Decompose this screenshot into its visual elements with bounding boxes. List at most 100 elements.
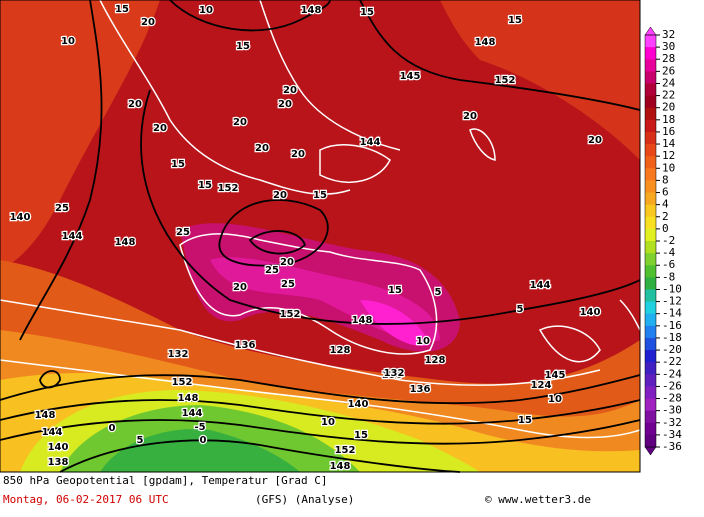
contour-label: 132 bbox=[384, 368, 405, 379]
contour-label: 20 bbox=[233, 117, 247, 128]
legend-label: -24 bbox=[662, 367, 682, 380]
legend-band bbox=[645, 47, 656, 60]
contour-label: 10 bbox=[416, 336, 430, 347]
contour-label: 20 bbox=[283, 85, 297, 96]
legend-label: -30 bbox=[662, 404, 682, 417]
contour-label: 148 bbox=[115, 237, 136, 248]
legend-label: -22 bbox=[662, 355, 682, 368]
legend-band bbox=[645, 362, 656, 375]
contour-label: 5 bbox=[137, 435, 144, 446]
legend-band bbox=[645, 119, 656, 133]
contour-label: 0 bbox=[200, 435, 207, 446]
footer-model: (GFS) (Analyse) bbox=[255, 493, 354, 506]
contour-label: 152 bbox=[280, 309, 301, 320]
contour-label: 148 bbox=[330, 461, 351, 472]
legend-band bbox=[645, 277, 656, 290]
contour-label: 152 bbox=[335, 445, 356, 456]
legend-band bbox=[645, 337, 656, 351]
footer-date: Montag, 06-02-2017 06 UTC bbox=[3, 493, 169, 506]
legend-label: -4 bbox=[662, 246, 676, 259]
legend-label: 10 bbox=[662, 161, 675, 174]
legend-label: 22 bbox=[662, 89, 675, 102]
contour-label: 20 bbox=[153, 123, 167, 134]
legend-label: 16 bbox=[662, 125, 675, 138]
contour-label: 148 bbox=[178, 393, 199, 404]
map bbox=[0, 0, 641, 473]
contour-label: 145 bbox=[545, 370, 566, 381]
legend-band bbox=[645, 107, 656, 121]
legend-label: -26 bbox=[662, 379, 682, 392]
legend-band bbox=[645, 265, 656, 278]
legend-label: 18 bbox=[662, 113, 675, 126]
contour-label: 136 bbox=[235, 340, 256, 351]
contour-label: 144 bbox=[530, 280, 551, 291]
contour-label: 15 bbox=[313, 190, 327, 201]
legend-label: -18 bbox=[662, 331, 682, 344]
temp-zone bbox=[100, 429, 300, 472]
contour-label: 20 bbox=[463, 111, 477, 122]
legend-label: 0 bbox=[662, 222, 669, 235]
legend-band bbox=[645, 83, 656, 97]
contour-label: 15 bbox=[388, 285, 402, 296]
contour-label: 15 bbox=[198, 180, 212, 191]
legend-band bbox=[645, 374, 656, 387]
legend-band bbox=[645, 253, 656, 266]
contour-label: 10 bbox=[548, 394, 562, 405]
contour-label: 20 bbox=[141, 17, 155, 28]
legend-label: -28 bbox=[662, 392, 682, 405]
legend-band bbox=[645, 350, 656, 363]
contour-label: 156 bbox=[382, 370, 403, 381]
contour-label: 140 bbox=[348, 399, 369, 410]
legend-band bbox=[645, 131, 656, 145]
contour-label: 25 bbox=[265, 265, 279, 276]
contour-label: 25 bbox=[55, 203, 69, 214]
legend-band bbox=[645, 156, 656, 169]
legend-band bbox=[645, 168, 656, 181]
contour-label: 144 bbox=[42, 427, 63, 438]
contour-label: 20 bbox=[280, 257, 294, 268]
contour-label: 20 bbox=[233, 282, 247, 293]
contour-label: 0 bbox=[109, 423, 116, 434]
contour-label: 148 bbox=[301, 5, 322, 16]
legend-label: -6 bbox=[662, 258, 675, 271]
geopotential-contours bbox=[0, 0, 641, 473]
contour-label: 20 bbox=[273, 190, 287, 201]
contour-label: 15 bbox=[508, 15, 522, 26]
legend-label: 4 bbox=[662, 198, 669, 211]
contour-label: 20 bbox=[291, 149, 305, 160]
legend-band bbox=[645, 410, 656, 424]
contour-label: 20 bbox=[278, 99, 292, 110]
legend-label: -2 bbox=[662, 234, 675, 247]
warm-core bbox=[360, 300, 430, 346]
footer-title: 850 hPa Geopotential [gpdam], Temperatur… bbox=[3, 474, 328, 487]
legend-band bbox=[645, 434, 656, 448]
contour-label: 148 bbox=[352, 315, 373, 326]
contour-label: 20 bbox=[588, 135, 602, 146]
contour-label: 20 bbox=[128, 99, 142, 110]
contour-label: 152 bbox=[495, 75, 516, 86]
contour-label: 15 bbox=[518, 415, 532, 426]
contour-label: 138 bbox=[48, 457, 69, 468]
legend-band bbox=[645, 204, 656, 218]
contour-label: 148 bbox=[35, 410, 56, 421]
legend-label: -10 bbox=[662, 282, 682, 295]
legend-label: 24 bbox=[662, 76, 676, 89]
temp-zone bbox=[440, 0, 640, 160]
legend-label: -14 bbox=[662, 307, 682, 320]
temp-zone bbox=[0, 0, 160, 270]
legend-label: -36 bbox=[662, 440, 682, 453]
contour-label: 140 bbox=[580, 307, 601, 318]
contour-label: 140 bbox=[10, 212, 31, 223]
contour-label: 25 bbox=[176, 227, 190, 238]
legend-band bbox=[645, 216, 656, 230]
legend-label: -20 bbox=[662, 343, 682, 356]
legend-arrow-top bbox=[644, 26, 657, 36]
legend-label: -8 bbox=[662, 270, 675, 283]
contour-label: -5 bbox=[194, 422, 205, 433]
legend-band bbox=[645, 59, 656, 72]
contour-label: 5 bbox=[435, 287, 442, 298]
legend-label: -12 bbox=[662, 295, 682, 308]
legend-band bbox=[645, 422, 656, 436]
contour-label: 10 bbox=[61, 36, 75, 47]
legend-band bbox=[645, 301, 656, 315]
